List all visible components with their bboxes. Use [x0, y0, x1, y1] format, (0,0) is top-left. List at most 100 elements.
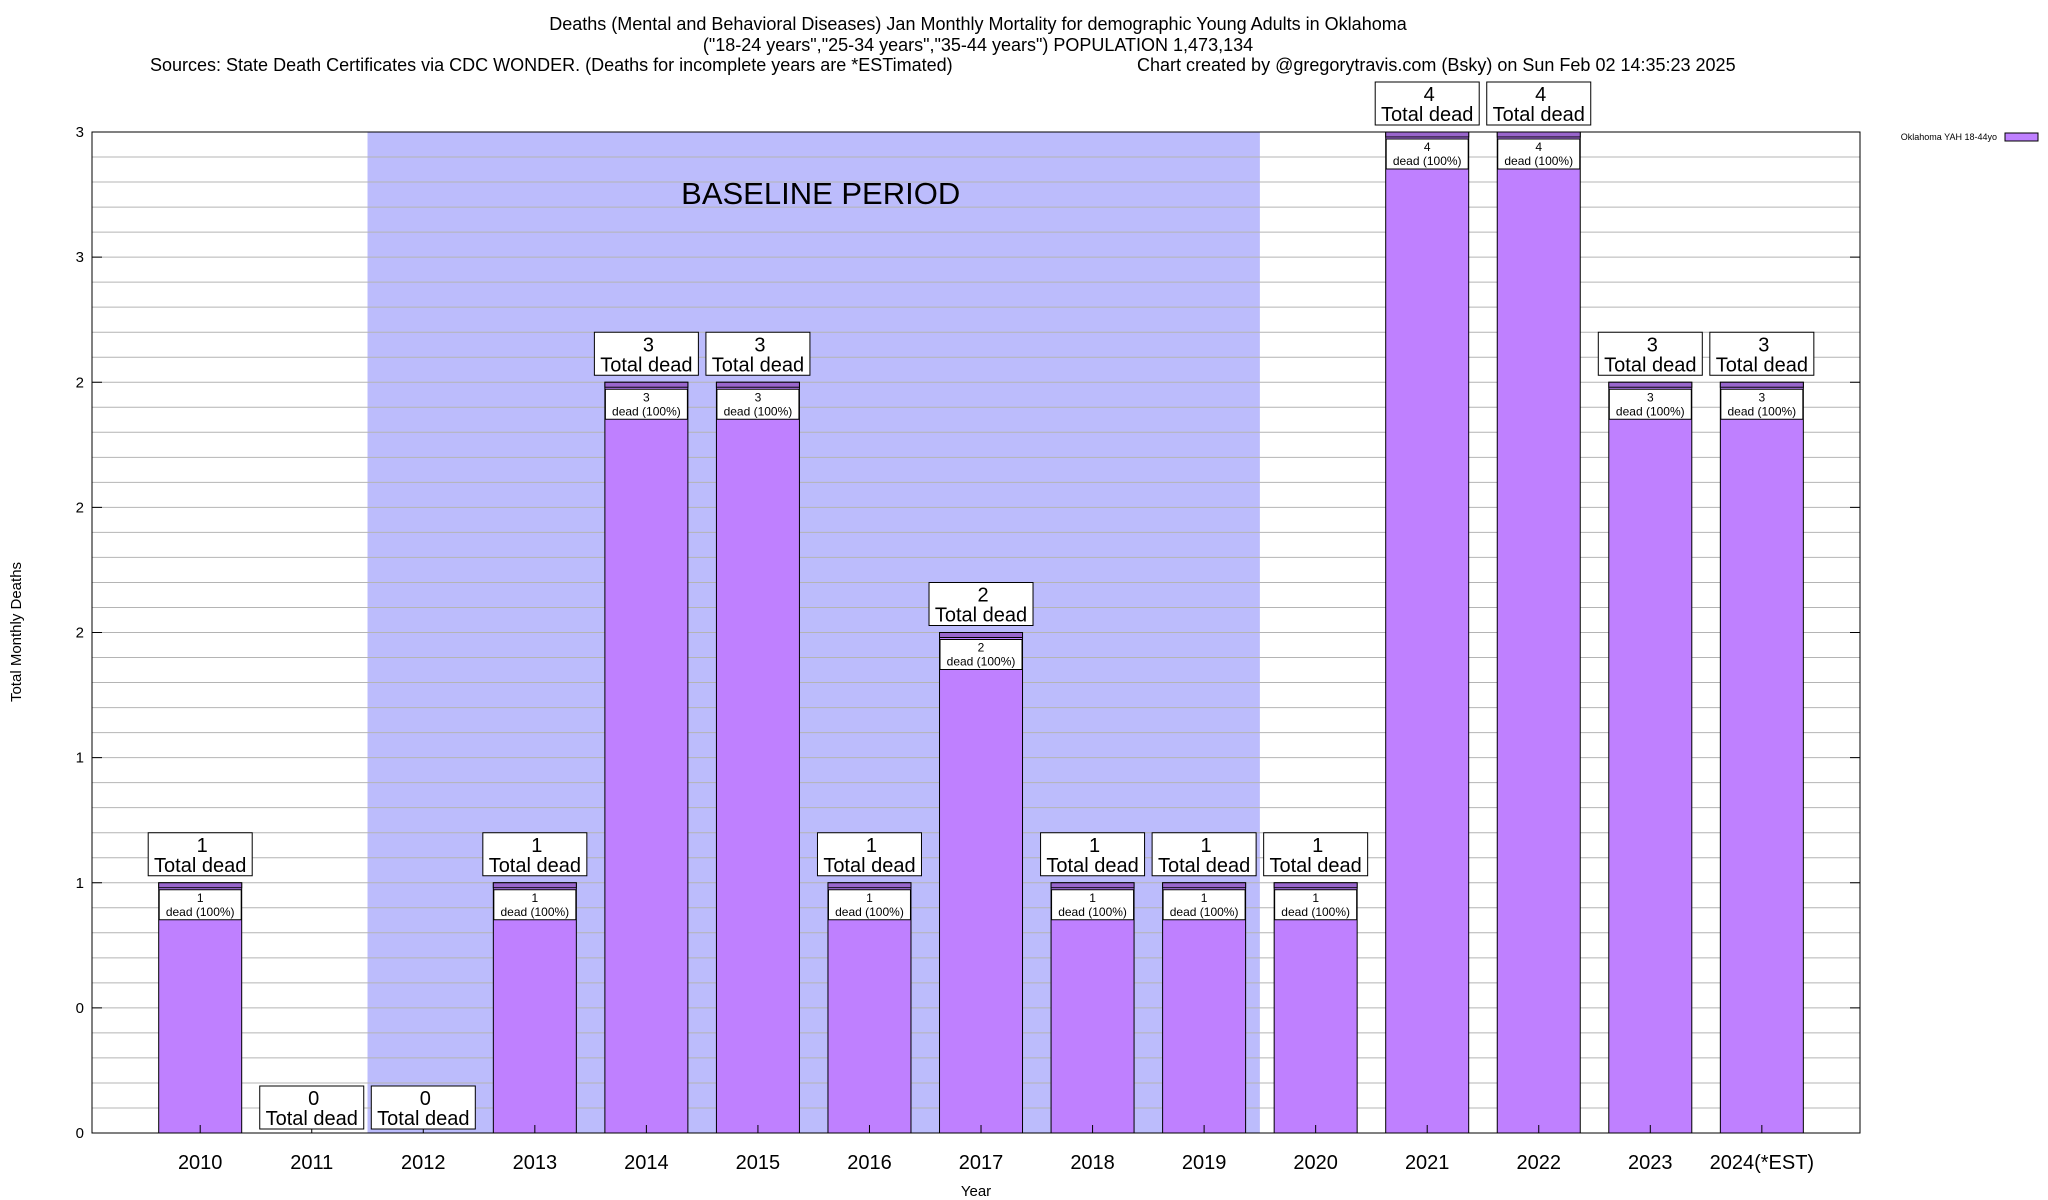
- baseline-period-label: BASELINE PERIOD: [681, 176, 960, 211]
- bar-inner-label-count: 1: [197, 891, 204, 905]
- y-tick-label: 3: [76, 124, 84, 141]
- legend-swatch: [2004, 132, 2039, 142]
- x-tick-label: 2014: [624, 1152, 669, 1174]
- bar-total-label-count: 2: [977, 585, 988, 607]
- bar: [1608, 381, 1693, 1134]
- bar-inner-label-box: [1608, 388, 1692, 420]
- bar-cap: [1385, 131, 1470, 138]
- bar-cap: [1496, 131, 1581, 138]
- x-tick-label: 2010: [178, 1152, 223, 1174]
- bar-inner-label-box: [493, 889, 577, 921]
- bar-total-label-count: 3: [1758, 334, 1769, 356]
- bar-total-label-count: 1: [197, 835, 208, 857]
- bar-inner-label-count: 3: [643, 390, 650, 404]
- bar-total-label-box: [1151, 832, 1257, 877]
- x-tick-label: 2022: [1516, 1152, 1561, 1174]
- x-tick-label: 2019: [1182, 1152, 1227, 1174]
- bar-total-label-text: Total dead: [1493, 104, 1585, 126]
- bar-inner-label-count: 2: [978, 641, 985, 655]
- bar-inner-label-text: dead (100%): [1058, 905, 1127, 919]
- bar-total-label-text: Total dead: [600, 354, 692, 376]
- x-tick-layer: 2010 2011 2012 2013 2014 2015 2016 2017 2018 2019…: [178, 1125, 1814, 1174]
- bar-total-label-box: [1374, 81, 1480, 126]
- x-tick-label: 2024(*EST): [1710, 1152, 1815, 1174]
- bar: [1496, 131, 1581, 1134]
- bar-total-label-box: [1709, 331, 1815, 376]
- bar-inner-label-count: 1: [531, 891, 538, 905]
- bar-total-label-box: [1597, 331, 1703, 376]
- bar-inner-label-count: 1: [1089, 891, 1096, 905]
- bar-inner-label-count: 3: [755, 390, 762, 404]
- bar-total-label-box: [1486, 81, 1592, 126]
- y-tick-label: 2: [76, 625, 84, 642]
- legend: Oklahoma YAH 18-44yo: [1901, 132, 2039, 142]
- bar-total-label-box: [816, 832, 922, 877]
- x-tick-label: 2015: [736, 1152, 781, 1174]
- bar-total-label-text: Total dead: [1270, 855, 1362, 877]
- bar-total-label-text: Total dead: [935, 605, 1027, 627]
- bar-inner-label-box: [158, 889, 242, 921]
- chart-sources-text: Sources: State Death Certificates via CD…: [150, 55, 953, 75]
- bar-inner-label-box: [1497, 138, 1581, 170]
- bar-total-label-text: Total dead: [1158, 855, 1250, 877]
- bar-total-label-box: [147, 832, 253, 877]
- bar-inner-label-box: [1385, 138, 1469, 170]
- bar-inner-label-text: dead (100%): [835, 905, 904, 919]
- x-tick-label: 2011: [290, 1152, 333, 1174]
- bar-inner-label-box: [827, 889, 911, 921]
- bar-total-label-text: Total dead: [377, 1108, 469, 1130]
- bar-total-label-count: 1: [1201, 835, 1212, 857]
- bar-total-label-box: [482, 832, 588, 877]
- bar-inner-label-count: 3: [1647, 390, 1654, 404]
- bar-inner-label-text: dead (100%): [1504, 154, 1573, 168]
- x-tick-label: 2012: [401, 1152, 446, 1174]
- x-tick-label: 2018: [1070, 1152, 1115, 1174]
- bar-cap: [492, 882, 577, 889]
- bar: [492, 882, 577, 1134]
- bar-cap: [1273, 882, 1358, 889]
- bar-total-label-text: Total dead: [1046, 855, 1138, 877]
- bar: [1719, 381, 1804, 1134]
- chart-title-line2: ("18-24 years","25-34 years","35-44 year…: [703, 35, 1253, 55]
- bar: [1050, 882, 1135, 1134]
- bar-total-label-count: 1: [1312, 835, 1323, 857]
- y-tick-label: 3: [76, 249, 84, 266]
- bar-inner-label-text: dead (100%): [1616, 404, 1685, 418]
- x-tick-label: 2020: [1293, 1152, 1338, 1174]
- x-tick-label: 2013: [513, 1152, 558, 1174]
- bar-total-label-box: [1040, 832, 1146, 877]
- bar: [158, 882, 243, 1134]
- y-axis-title: Total Monthly Deaths: [8, 562, 25, 702]
- bar: [715, 381, 800, 1134]
- bar: [1385, 131, 1470, 1134]
- bar-inner-label-text: dead (100%): [1281, 905, 1350, 919]
- bar-cap: [827, 882, 912, 889]
- bar-cap: [1162, 882, 1247, 889]
- bar-total-label-count: 1: [1089, 835, 1100, 857]
- bar-cap: [1608, 381, 1693, 388]
- bars-layer: [158, 131, 1804, 1134]
- bar-inner-label-text: dead (100%): [724, 404, 793, 418]
- bar: [604, 381, 689, 1134]
- bar-inner-label-count: 1: [1201, 891, 1208, 905]
- bar: [827, 882, 912, 1134]
- x-tick-label: 2017: [959, 1152, 1004, 1174]
- legend-label: Oklahoma YAH 18-44yo: [1901, 132, 1997, 142]
- bar-inner-label-count: 3: [1758, 390, 1765, 404]
- bar-inner-label-text: dead (100%): [166, 905, 235, 919]
- y-tick-label: 0: [76, 1125, 84, 1142]
- x-tick-label: 2016: [847, 1152, 892, 1174]
- y-tick-label: 1: [76, 875, 84, 892]
- bar-inner-label-box: [716, 388, 800, 420]
- bar-total-label-count: 1: [531, 835, 542, 857]
- bar-inner-label-text: dead (100%): [1170, 905, 1239, 919]
- bar-total-label-box: [593, 331, 699, 376]
- bar-total-label-count: 0: [308, 1088, 319, 1110]
- bar-total-label-text: Total dead: [712, 354, 804, 376]
- bar-total-label-box: [705, 331, 811, 376]
- x-tick-label: 2021: [1405, 1152, 1450, 1174]
- bar-inner-label-text: dead (100%): [1393, 154, 1462, 168]
- y-tick-layer: 0 0 1 1 2 2 2 3 3: [76, 124, 1860, 1142]
- bar-inner-label-count: 1: [866, 891, 873, 905]
